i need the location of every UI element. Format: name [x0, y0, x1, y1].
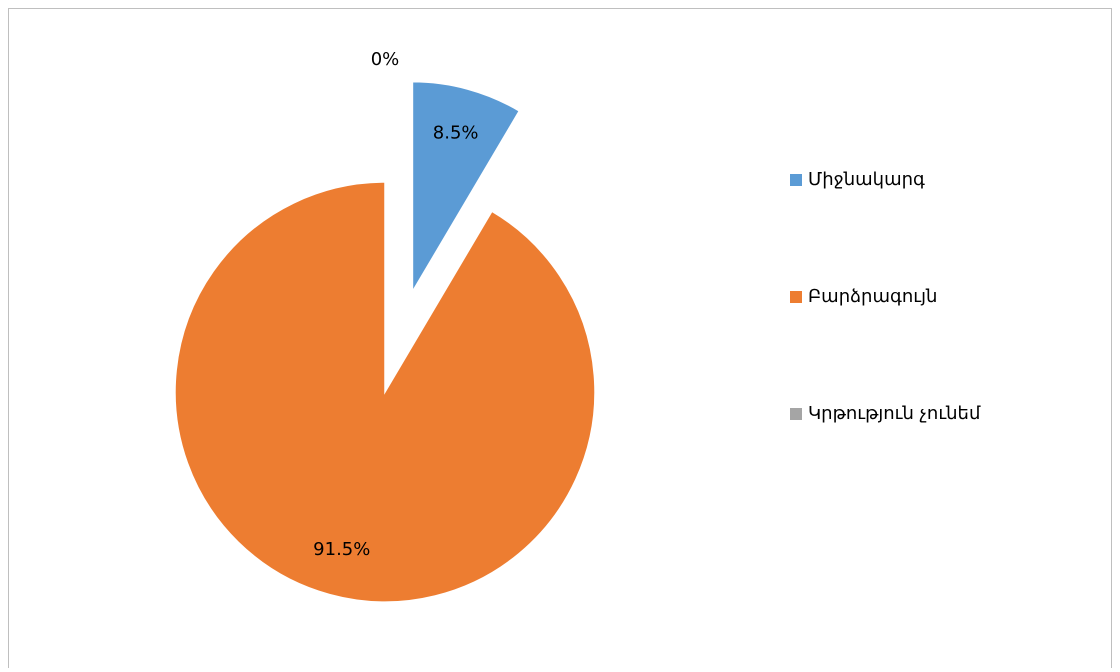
data-label: 8.5% — [433, 123, 479, 144]
legend-swatch — [790, 174, 802, 186]
legend-label: Միջնակարգ — [808, 169, 925, 190]
data-label: 91.5% — [313, 539, 370, 560]
legend-label: Կրթություն չունեմ — [808, 403, 981, 424]
pie-slice — [411, 80, 521, 295]
legend-label: Բարձրագույն — [808, 286, 937, 307]
pie-slice — [174, 181, 596, 603]
legend-swatch — [790, 291, 802, 303]
legend-swatch — [790, 408, 802, 420]
data-label: 0% — [371, 49, 400, 70]
